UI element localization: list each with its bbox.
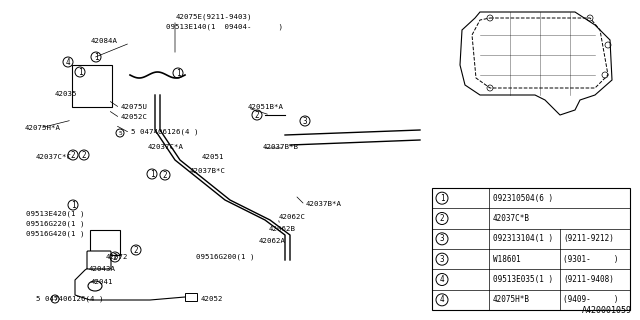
Text: 42052C: 42052C xyxy=(121,114,148,120)
Text: 42052: 42052 xyxy=(201,296,223,302)
Text: 2: 2 xyxy=(440,214,444,223)
Text: 09513E420(1 ): 09513E420(1 ) xyxy=(26,211,84,217)
Text: 42075H*A: 42075H*A xyxy=(25,125,61,131)
Text: 2: 2 xyxy=(163,171,167,180)
Text: 092313104(1 ): 092313104(1 ) xyxy=(493,234,553,243)
Text: 42075H*B: 42075H*B xyxy=(493,295,530,304)
Text: 2: 2 xyxy=(70,150,76,159)
Text: 5 047406126(4 ): 5 047406126(4 ) xyxy=(131,129,198,135)
Text: 09516G420(1 ): 09516G420(1 ) xyxy=(26,231,84,237)
Text: (9301-     ): (9301- ) xyxy=(563,255,618,264)
Text: 09516G200(1 ): 09516G200(1 ) xyxy=(196,254,255,260)
Text: 5: 5 xyxy=(118,131,122,135)
Text: 42072: 42072 xyxy=(106,254,129,260)
Text: 42075E(9211-9403): 42075E(9211-9403) xyxy=(176,14,253,20)
Text: 1: 1 xyxy=(77,68,83,76)
Text: 42043A: 42043A xyxy=(89,266,116,272)
Text: 42037C*B: 42037C*B xyxy=(493,214,530,223)
Text: A420001059: A420001059 xyxy=(582,306,632,315)
Text: 42037B*A: 42037B*A xyxy=(306,201,342,207)
Text: 1: 1 xyxy=(150,170,154,179)
Text: 42037C*C: 42037C*C xyxy=(36,154,72,160)
FancyBboxPatch shape xyxy=(72,65,112,107)
Text: (9409-     ): (9409- ) xyxy=(563,295,618,304)
Text: 2: 2 xyxy=(113,252,117,261)
Text: 42062A: 42062A xyxy=(259,238,286,244)
Text: 42037B*C: 42037B*C xyxy=(190,168,226,174)
Text: 42075U: 42075U xyxy=(121,104,148,110)
Text: 2: 2 xyxy=(255,110,259,119)
Text: 3: 3 xyxy=(440,234,444,243)
Text: 42062C: 42062C xyxy=(279,214,306,220)
Text: 42084A: 42084A xyxy=(91,38,118,44)
Text: 3: 3 xyxy=(303,116,307,125)
Text: 09513E140(1  09404-      ): 09513E140(1 09404- ) xyxy=(166,24,283,30)
Text: 42051B*A: 42051B*A xyxy=(248,104,284,110)
FancyBboxPatch shape xyxy=(185,293,197,301)
Text: 4: 4 xyxy=(440,295,444,304)
FancyBboxPatch shape xyxy=(432,188,630,310)
Text: (9211-9212): (9211-9212) xyxy=(563,234,614,243)
Text: 42051: 42051 xyxy=(202,154,225,160)
Text: 4: 4 xyxy=(66,58,70,67)
FancyBboxPatch shape xyxy=(87,251,111,269)
Text: 09513E035(1 ): 09513E035(1 ) xyxy=(493,275,553,284)
Text: 1: 1 xyxy=(440,194,444,203)
Text: 1: 1 xyxy=(93,52,99,61)
Text: 09516G220(1 ): 09516G220(1 ) xyxy=(26,221,84,227)
Text: 5 047406126(4 ): 5 047406126(4 ) xyxy=(36,296,104,302)
Text: 2: 2 xyxy=(134,245,138,254)
Text: 2: 2 xyxy=(82,150,86,159)
Text: W18601: W18601 xyxy=(493,255,521,264)
FancyBboxPatch shape xyxy=(90,230,120,255)
Text: 42041: 42041 xyxy=(91,279,113,285)
Text: 4: 4 xyxy=(440,275,444,284)
Text: 1: 1 xyxy=(176,68,180,77)
Text: 3: 3 xyxy=(440,255,444,264)
Text: 42037C*A: 42037C*A xyxy=(148,144,184,150)
Text: 1: 1 xyxy=(70,201,76,210)
Text: 42062B: 42062B xyxy=(269,226,296,232)
Text: 42035: 42035 xyxy=(55,91,77,97)
Text: 092310504(6 ): 092310504(6 ) xyxy=(493,194,553,203)
Text: 42037B*B: 42037B*B xyxy=(263,144,299,150)
Text: (9211-9408): (9211-9408) xyxy=(563,275,614,284)
Text: 5: 5 xyxy=(53,297,57,301)
